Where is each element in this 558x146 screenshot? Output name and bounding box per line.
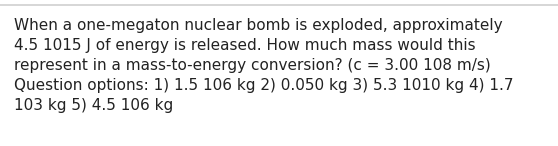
Text: When a one-megaton nuclear bomb is exploded, approximately
4.5 1015 J of energy : When a one-megaton nuclear bomb is explo… [14,18,513,113]
